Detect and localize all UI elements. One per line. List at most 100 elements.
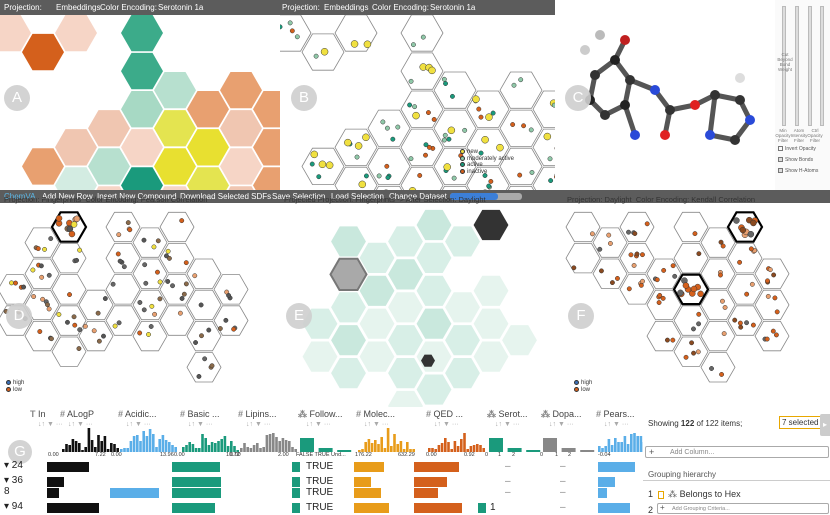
hex-cell[interactable]	[22, 148, 64, 184]
compound-dot[interactable]	[407, 103, 411, 107]
hex-cell[interactable]	[416, 374, 452, 405]
compound-dot[interactable]	[510, 122, 514, 126]
compound-dot[interactable]	[512, 83, 516, 87]
compound-dot[interactable]	[385, 164, 389, 168]
compound-dot[interactable]	[632, 263, 636, 267]
column-header-4[interactable]: # Lipins...	[238, 409, 277, 421]
compound-dot[interactable]	[65, 320, 69, 324]
compound-dot[interactable]	[640, 279, 644, 283]
hex-cell[interactable]	[416, 209, 452, 240]
compound-dot[interactable]	[381, 120, 385, 124]
hex-cell[interactable]	[674, 306, 708, 336]
hex-cell[interactable]	[160, 275, 194, 305]
compound-dot[interactable]	[748, 231, 754, 237]
compound-dot[interactable]	[9, 281, 13, 285]
compound-dot[interactable]	[696, 350, 700, 354]
compound-dot[interactable]	[671, 263, 675, 267]
compound-dot[interactable]	[610, 280, 614, 284]
hex-cell[interactable]	[331, 325, 367, 356]
compound-dot[interactable]	[39, 264, 43, 268]
compound-dot[interactable]	[391, 137, 395, 141]
add-grouping-input[interactable]: + Add Grouping Criteria...	[657, 503, 829, 514]
compound-dot[interactable]	[671, 338, 675, 342]
hex-cell[interactable]	[674, 212, 708, 241]
compound-dot[interactable]	[364, 41, 371, 48]
compound-dot[interactable]	[607, 233, 611, 237]
compound-dot[interactable]	[359, 181, 366, 188]
compound-dot[interactable]	[698, 291, 704, 297]
hex-cell[interactable]	[473, 275, 509, 306]
compound-dot[interactable]	[111, 282, 115, 286]
table-row-label[interactable]: ▾ 24	[4, 460, 23, 471]
compound-dot[interactable]	[317, 174, 321, 178]
compound-dot[interactable]	[426, 110, 430, 114]
compound-dot[interactable]	[42, 247, 46, 251]
hex-cell[interactable]	[593, 259, 627, 289]
group-item-1[interactable]: 1 ⁂ Belongs to Hex	[648, 489, 741, 500]
compound-dot[interactable]	[773, 296, 777, 300]
compound-dot[interactable]	[412, 104, 416, 108]
compound-dot[interactable]	[452, 176, 456, 180]
compound-dot[interactable]	[737, 260, 741, 264]
compound-dot[interactable]	[197, 374, 201, 378]
hex-cell[interactable]	[187, 129, 229, 165]
compound-dot[interactable]	[665, 338, 669, 342]
compound-dot[interactable]	[598, 247, 602, 251]
compound-dot[interactable]	[572, 266, 576, 270]
compound-dot[interactable]	[71, 221, 77, 227]
compound-dot[interactable]	[362, 134, 369, 141]
hex-cell[interactable]	[106, 212, 140, 241]
compound-dot[interactable]	[295, 35, 299, 39]
compound-dot[interactable]	[73, 323, 77, 327]
compound-dot[interactable]	[691, 351, 695, 355]
checkbox-show-bonds[interactable]: Show Bonds	[778, 157, 813, 163]
compound-dot[interactable]	[97, 339, 101, 343]
compound-dot[interactable]	[443, 133, 447, 137]
compound-dot[interactable]	[101, 334, 105, 338]
hex-cell[interactable]	[106, 306, 140, 336]
compound-dot[interactable]	[288, 21, 292, 25]
hex-cell[interactable]	[674, 244, 708, 273]
compound-dot[interactable]	[344, 139, 351, 146]
compound-dot[interactable]	[310, 162, 314, 166]
hex-cell[interactable]	[121, 129, 163, 165]
hex-cell[interactable]	[445, 358, 481, 389]
hex-cell[interactable]	[401, 15, 443, 51]
compound-dot[interactable]	[122, 264, 126, 268]
compound-dot[interactable]	[450, 94, 454, 98]
compound-dot[interactable]	[691, 286, 697, 292]
compound-dot[interactable]	[199, 334, 203, 338]
compound-dot[interactable]	[158, 280, 162, 284]
compound-dot[interactable]	[72, 315, 76, 319]
compound-dot[interactable]	[739, 325, 743, 329]
compound-dot[interactable]	[718, 273, 722, 277]
compound-dot[interactable]	[696, 322, 700, 326]
compound-dot[interactable]	[544, 133, 551, 140]
compound-dot[interactable]	[377, 174, 381, 178]
compound-dot[interactable]	[409, 79, 413, 83]
hex-cell[interactable]	[473, 209, 509, 240]
compound-dot[interactable]	[142, 238, 146, 242]
hex-cell[interactable]	[445, 226, 481, 257]
compound-dot[interactable]	[142, 262, 146, 266]
hex-cell[interactable]	[187, 91, 229, 127]
compound-dot[interactable]	[396, 125, 400, 129]
hex-cell[interactable]	[220, 148, 262, 184]
hex-cell[interactable]	[133, 228, 167, 257]
hex-cell[interactable]	[416, 308, 452, 339]
hex-cell[interactable]	[467, 91, 509, 127]
f-proj-value[interactable]: Daylight	[605, 195, 632, 204]
compound-dot[interactable]	[128, 228, 132, 232]
compound-dot[interactable]	[418, 173, 422, 177]
compound-dot[interactable]	[635, 252, 639, 256]
hex-cell[interactable]	[52, 337, 86, 366]
column-header-2[interactable]: # Acidic...	[118, 409, 157, 421]
hex-cell[interactable]	[79, 290, 113, 320]
compound-dot[interactable]	[655, 277, 659, 281]
compound-dot[interactable]	[319, 161, 326, 168]
compound-dot[interactable]	[31, 268, 35, 272]
hex-cell[interactable]	[160, 306, 194, 336]
compound-dot[interactable]	[477, 107, 481, 111]
compound-dot[interactable]	[719, 372, 723, 376]
compound-dot[interactable]	[768, 267, 772, 271]
